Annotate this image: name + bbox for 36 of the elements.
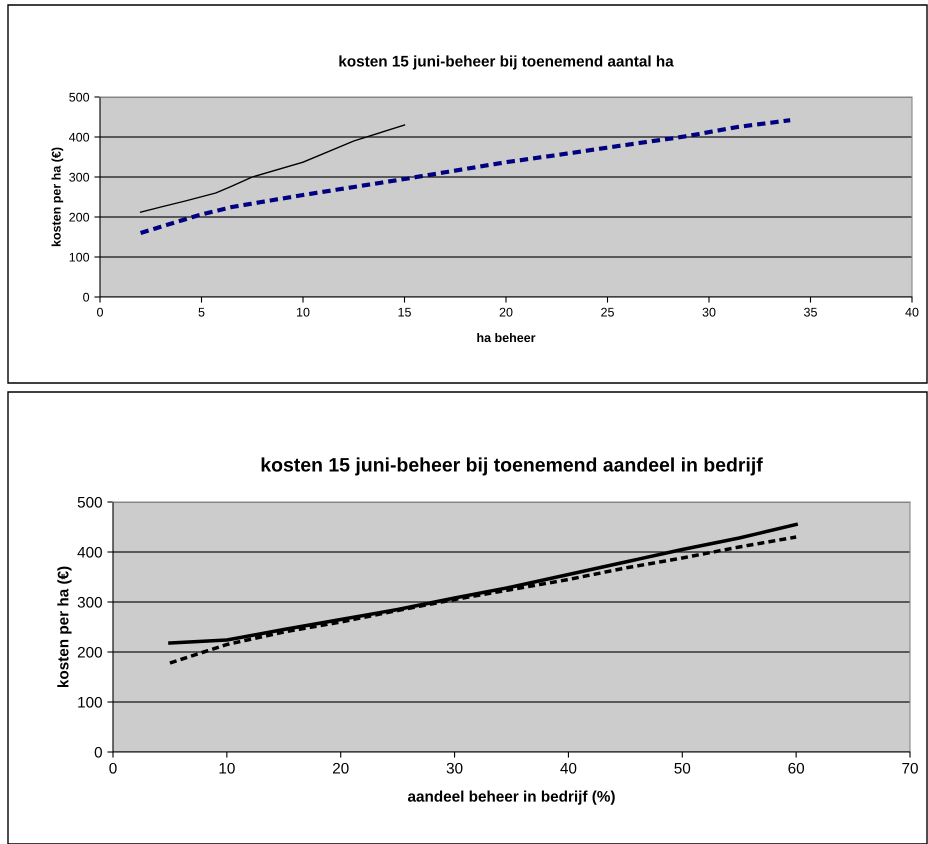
chart-title: kosten 15 juni-beheer bij toenemend aantal ha (339, 55, 674, 70)
x-tick-label: 0 (109, 762, 117, 774)
x-axis-title: ha beheer (477, 332, 536, 342)
y-tick-label: 0 (94, 746, 102, 758)
line-series (138, 118, 792, 236)
x-tick-label: 20 (332, 762, 349, 774)
x-tick-label: 10 (297, 308, 310, 317)
y-tick-label: 100 (78, 696, 102, 708)
x-tick-label: 30 (446, 762, 462, 774)
x-tick-label: 30 (702, 308, 716, 317)
y-tick-label: 300 (78, 596, 102, 608)
x-tick-label: 15 (398, 308, 411, 317)
y-tick-label: 500 (78, 496, 102, 508)
x-tick-label: 35 (804, 308, 817, 317)
x-tick-label: 25 (601, 308, 614, 317)
y-tick-label: 200 (69, 212, 90, 222)
chart-title: kosten 15 juni-beheer bij toenemend aandeel in bedrijf (262, 457, 763, 476)
y-tick-label: 100 (70, 252, 90, 262)
y-tick-label: 400 (77, 546, 102, 558)
x-tick-label: 20 (500, 308, 512, 317)
y-tick-label: 0 (83, 292, 90, 302)
x-tick-label: 10 (220, 762, 235, 774)
y-axis-title: kosten per ha (€) (52, 148, 64, 246)
x-tick-label: 40 (905, 308, 918, 317)
x-tick-label: 5 (198, 308, 204, 317)
y-tick-label: 300 (69, 172, 90, 182)
line-series (140, 124, 406, 213)
x-tick-label: 70 (902, 762, 918, 774)
x-tick-label: 60 (788, 762, 804, 774)
y-axis-title: kosten per ha (€) (57, 566, 72, 688)
y-tick-label: 400 (69, 132, 90, 142)
x-tick-label: 50 (674, 762, 690, 774)
x-tick-label: 40 (560, 762, 576, 774)
y-tick-label: 200 (78, 646, 102, 658)
y-tick-label: 500 (69, 92, 90, 102)
x-axis-title: aandeel beheer in bedrijf (%) (408, 790, 615, 805)
